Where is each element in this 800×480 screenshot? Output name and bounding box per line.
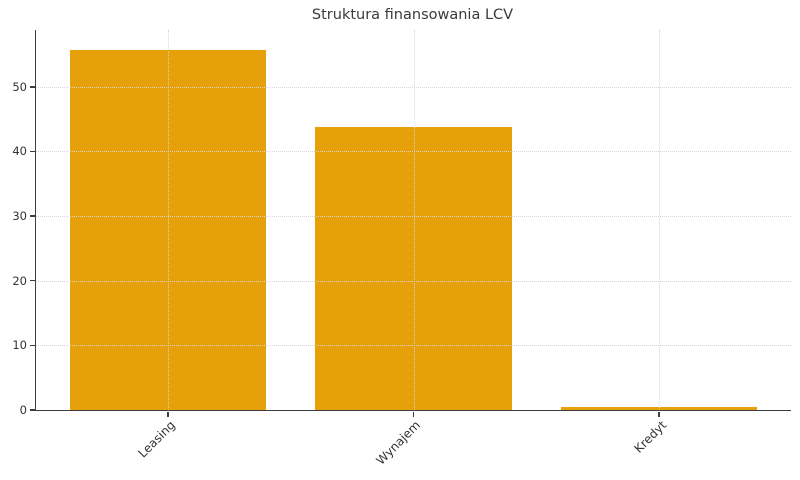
x-tick-mark-leasing [167, 411, 169, 417]
y-tick-label-0: 0 [19, 403, 27, 417]
y-tick-mark-40 [29, 150, 35, 153]
y-tick-mark-10 [29, 344, 35, 347]
bar-kredyt [560, 406, 758, 410]
x-tick-label-wynajem: Wynajem [373, 418, 424, 468]
bar-leasing [69, 50, 267, 410]
y-tick-mark-30 [29, 215, 35, 217]
x-tick-mark-wynajem [412, 411, 415, 417]
gridline-x-leasing [168, 30, 170, 410]
y-tick-label-10: 10 [12, 338, 27, 353]
y-tick-mark-20 [29, 279, 35, 282]
gridline-x-kredyt [658, 30, 660, 410]
y-tick-label-40: 40 [12, 144, 27, 159]
y-tick-label-20: 20 [12, 273, 27, 288]
x-tick-label-kredyt: Kredyt [631, 418, 669, 456]
y-tick-label-50: 50 [12, 79, 27, 94]
y-tick-label-30: 30 [12, 209, 27, 224]
gridline-x-wynajem [413, 30, 415, 410]
bar-wynajem [315, 126, 512, 410]
chart-title: Struktura finansowania LCV [311, 7, 514, 23]
x-tick-label-leasing: Leasing [135, 418, 179, 461]
y-tick-mark-0 [29, 409, 35, 411]
y-tick-mark-50 [29, 86, 35, 88]
plot-area: 0 10 20 30 40 50 Leasing Wynajem Kredyt [12, 30, 791, 468]
x-tick-mark-kredyt [658, 411, 660, 417]
